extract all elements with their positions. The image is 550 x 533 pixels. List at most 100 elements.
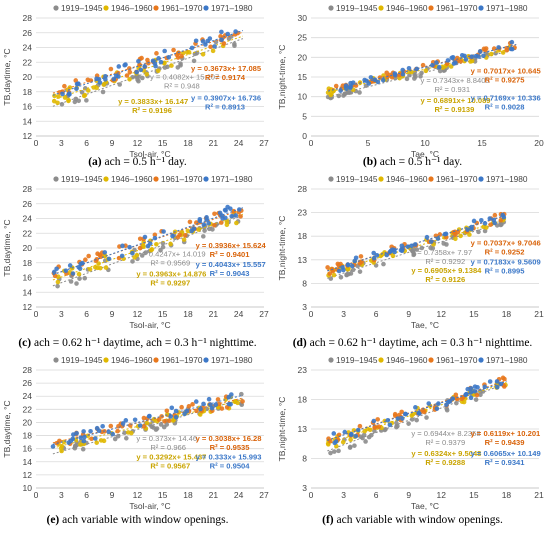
x-axis-label: Tae, °C [411, 320, 439, 330]
data-point [384, 252, 390, 258]
data-point [112, 436, 118, 442]
data-point [139, 253, 145, 258]
data-point [342, 429, 348, 435]
data-point [164, 408, 170, 414]
data-point [81, 429, 86, 434]
y-tick-label: 28 [23, 184, 33, 194]
data-point [375, 417, 381, 422]
legend-marker [328, 357, 334, 363]
x-axis-label: Tsol-air, °C [129, 149, 170, 159]
data-point [336, 268, 342, 274]
legend-marker [203, 357, 209, 363]
legend-marker [478, 357, 484, 363]
y-tick-label: 18 [23, 87, 33, 97]
data-point [169, 63, 174, 68]
data-point [474, 392, 480, 398]
y-tick-label: 25 [298, 33, 308, 43]
x-tick-label: 15 [158, 490, 168, 500]
data-point [400, 71, 406, 77]
data-point [155, 68, 161, 74]
legend-label: 1971–1980 [211, 355, 253, 365]
x-tick-label: 20 [534, 138, 544, 148]
data-point [200, 52, 206, 57]
data-point [56, 94, 61, 99]
data-point [153, 427, 159, 432]
data-point [234, 220, 239, 226]
data-point [406, 65, 412, 71]
x-tick-label: 15 [469, 490, 479, 500]
data-point [76, 98, 82, 104]
data-point [400, 416, 405, 421]
legend-label: 1971–1980 [211, 174, 253, 184]
legend-label: 1919–1945 [336, 3, 378, 13]
data-point [371, 255, 377, 261]
y-tick-label: 12 [23, 302, 33, 312]
data-point [138, 67, 144, 73]
trendline [327, 380, 507, 441]
r-squared-label: R² = 0.9297 [150, 278, 190, 287]
y-axis-label: TB,night-time, °C [277, 45, 287, 110]
x-tick-label: 15 [158, 309, 168, 319]
data-point [146, 414, 152, 419]
data-point [423, 68, 429, 74]
data-point [219, 406, 225, 411]
trendline [327, 44, 517, 92]
data-point [75, 81, 81, 87]
y-tick-label: 26 [23, 28, 33, 38]
data-point [465, 227, 470, 232]
data-point [347, 85, 353, 91]
data-point [399, 248, 405, 254]
data-point [226, 401, 232, 407]
y-tick-label: 3 [302, 302, 307, 312]
data-point [219, 29, 224, 35]
x-tick-label: 9 [110, 138, 115, 148]
data-point [207, 226, 212, 232]
trendline-equation: y = 0.3833x+ 16.147 [118, 97, 188, 106]
y-tick-label: 22 [23, 404, 33, 414]
data-point [137, 245, 143, 251]
trendline-equation: y = 0.7169x+ 10.336 [471, 94, 541, 103]
data-point [413, 405, 418, 410]
data-point [395, 416, 401, 421]
y-axis-label: TB,daytime, °C [2, 219, 12, 276]
r-squared-label: R² = 0.931 [434, 85, 470, 94]
legend-label: 1971–1980 [211, 3, 253, 13]
data-point [137, 423, 143, 428]
x-axis-label: Tsol-air, °C [129, 501, 170, 511]
caption-d: (d) ach = 0.62 h⁻¹ daytime, ach = 0.3 h⁻… [292, 337, 533, 349]
y-tick-label: 20 [23, 72, 33, 82]
trendline-equation: y = 0.7358x+ 7.97 [411, 248, 472, 257]
data-point [209, 405, 215, 411]
data-point [52, 93, 57, 99]
trendline-equation: y = 0.373x+ 14.46 [136, 434, 197, 443]
data-point [124, 73, 130, 78]
data-point [482, 384, 488, 390]
data-point [357, 90, 362, 95]
legend-label: 1946–1960 [111, 355, 153, 365]
legend-marker [378, 357, 384, 363]
x-tick-label: 6 [374, 309, 379, 319]
y-tick-label: 26 [23, 378, 33, 388]
data-point [85, 77, 91, 83]
y-tick-label: 0 [302, 131, 307, 141]
data-point [473, 397, 479, 402]
data-point [492, 220, 497, 226]
data-point [145, 243, 151, 249]
y-tick-label: 20 [23, 243, 33, 253]
data-point [55, 279, 61, 285]
data-point [482, 221, 488, 226]
data-point [179, 53, 184, 59]
r-squared-label: R² = 0.9288 [425, 458, 465, 467]
data-point [55, 100, 60, 106]
caption-c: (c) ach = 0.62 h⁻¹ daytime, ach = 0.3 h⁻… [18, 337, 257, 349]
data-point [345, 262, 351, 268]
data-point [170, 233, 175, 239]
data-point [228, 206, 233, 211]
data-point [341, 93, 346, 98]
trendline [52, 207, 244, 276]
data-point [212, 222, 217, 228]
data-point [350, 267, 356, 273]
x-tick-label: 5 [366, 138, 371, 148]
data-point [187, 219, 193, 225]
